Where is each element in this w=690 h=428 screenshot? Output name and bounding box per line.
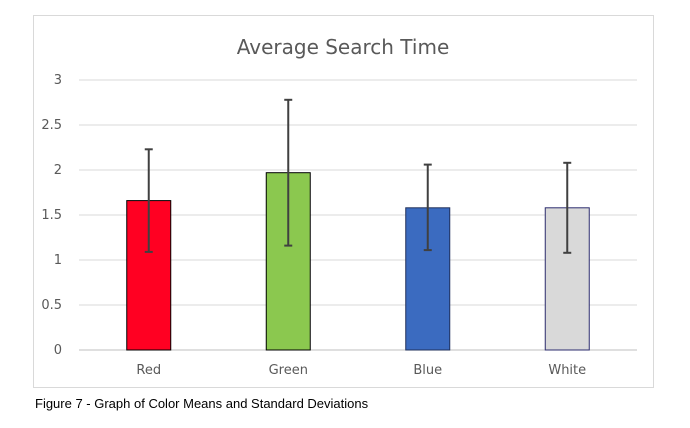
x-axis-categories: Red Green Blue White bbox=[136, 363, 586, 378]
bar-chart: Average Search Time 0 0.5 1 1.5 2 2.5 3 Red Gre… bbox=[41, 35, 637, 378]
x-category-label: Blue bbox=[413, 363, 442, 378]
y-tick-label: 0 bbox=[54, 343, 62, 358]
chart-area: Average Search Time 0 0.5 1 1.5 2 2.5 3 Red Gre… bbox=[33, 15, 654, 388]
gridlines bbox=[79, 79, 637, 351]
y-tick-label: 1.5 bbox=[41, 208, 62, 223]
error-bars bbox=[144, 98, 572, 254]
y-axis-ticks: 0 0.5 1 1.5 2 2.5 3 bbox=[41, 73, 62, 358]
x-category-label: Red bbox=[136, 363, 161, 378]
error-bar-red bbox=[144, 148, 153, 253]
y-tick-label: 0.5 bbox=[41, 298, 62, 313]
y-tick-label: 2 bbox=[54, 163, 62, 178]
chart-title: Average Search Time bbox=[237, 35, 450, 59]
error-bar-blue bbox=[423, 163, 432, 252]
x-category-label: Green bbox=[269, 363, 308, 378]
y-tick-label: 2.5 bbox=[41, 118, 62, 133]
y-tick-label: 1 bbox=[54, 253, 62, 268]
figure-caption: Figure 7 - Graph of Color Means and Stan… bbox=[35, 396, 369, 411]
y-tick-label: 3 bbox=[54, 73, 62, 88]
bars bbox=[126, 172, 590, 351]
x-category-label: White bbox=[548, 363, 586, 378]
error-bar-white bbox=[563, 161, 572, 254]
error-bar-green bbox=[284, 98, 293, 247]
